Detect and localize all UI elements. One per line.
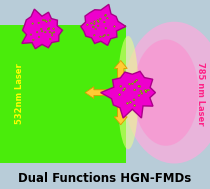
Circle shape <box>124 88 126 90</box>
Circle shape <box>87 24 88 25</box>
Text: 785 nm Laser: 785 nm Laser <box>196 62 205 125</box>
Circle shape <box>51 35 53 36</box>
Circle shape <box>93 23 95 24</box>
Circle shape <box>102 36 104 37</box>
Circle shape <box>48 28 50 29</box>
Bar <box>0 25 126 163</box>
Circle shape <box>49 20 51 21</box>
Circle shape <box>108 34 109 36</box>
Polygon shape <box>81 4 126 45</box>
Circle shape <box>32 23 33 24</box>
Circle shape <box>95 28 96 30</box>
Circle shape <box>122 89 124 91</box>
Circle shape <box>51 33 53 34</box>
Circle shape <box>138 95 140 96</box>
FancyArrow shape <box>85 87 109 98</box>
Circle shape <box>145 91 147 93</box>
Circle shape <box>134 81 136 83</box>
Circle shape <box>133 99 135 101</box>
Circle shape <box>98 21 99 22</box>
FancyArrow shape <box>114 60 127 82</box>
Circle shape <box>49 31 51 33</box>
Circle shape <box>33 39 34 41</box>
Circle shape <box>105 27 107 29</box>
Circle shape <box>93 26 94 28</box>
Text: Dual Functions HGN-FMDs: Dual Functions HGN-FMDs <box>18 172 192 185</box>
Circle shape <box>46 21 47 22</box>
Circle shape <box>42 19 44 21</box>
Circle shape <box>105 14 106 16</box>
Polygon shape <box>101 71 155 118</box>
Circle shape <box>91 23 92 24</box>
Circle shape <box>45 32 46 33</box>
Circle shape <box>120 85 122 87</box>
Circle shape <box>53 32 55 33</box>
Circle shape <box>30 34 32 35</box>
Circle shape <box>107 18 108 19</box>
Circle shape <box>134 105 135 106</box>
Circle shape <box>131 83 133 85</box>
Circle shape <box>140 90 142 92</box>
Circle shape <box>94 35 95 36</box>
Ellipse shape <box>133 40 199 146</box>
Circle shape <box>41 28 42 30</box>
Circle shape <box>97 25 99 26</box>
Circle shape <box>41 31 43 32</box>
Circle shape <box>141 93 143 94</box>
Circle shape <box>145 90 147 92</box>
Circle shape <box>134 89 136 91</box>
Polygon shape <box>22 9 63 49</box>
Circle shape <box>100 18 101 19</box>
Circle shape <box>93 26 94 28</box>
Circle shape <box>138 85 140 87</box>
Circle shape <box>144 90 146 91</box>
Circle shape <box>36 31 38 33</box>
Circle shape <box>94 21 95 22</box>
FancyArrow shape <box>114 103 127 125</box>
Ellipse shape <box>118 36 139 149</box>
Text: 532nm Laser: 532nm Laser <box>16 63 24 124</box>
Circle shape <box>147 89 149 91</box>
Circle shape <box>104 21 105 23</box>
Circle shape <box>44 20 46 21</box>
Circle shape <box>139 86 141 87</box>
Circle shape <box>48 29 50 30</box>
Circle shape <box>130 101 131 103</box>
Circle shape <box>38 36 40 38</box>
Ellipse shape <box>124 22 210 163</box>
Circle shape <box>119 94 121 95</box>
Circle shape <box>53 28 54 29</box>
Circle shape <box>104 34 105 36</box>
Circle shape <box>136 79 138 81</box>
Circle shape <box>50 38 51 40</box>
Circle shape <box>38 22 39 24</box>
Circle shape <box>127 102 128 104</box>
Circle shape <box>104 15 106 16</box>
Circle shape <box>114 26 115 27</box>
FancyArrow shape <box>132 87 154 98</box>
Circle shape <box>97 20 98 21</box>
Circle shape <box>100 36 101 37</box>
Circle shape <box>47 28 49 29</box>
Circle shape <box>129 83 130 85</box>
